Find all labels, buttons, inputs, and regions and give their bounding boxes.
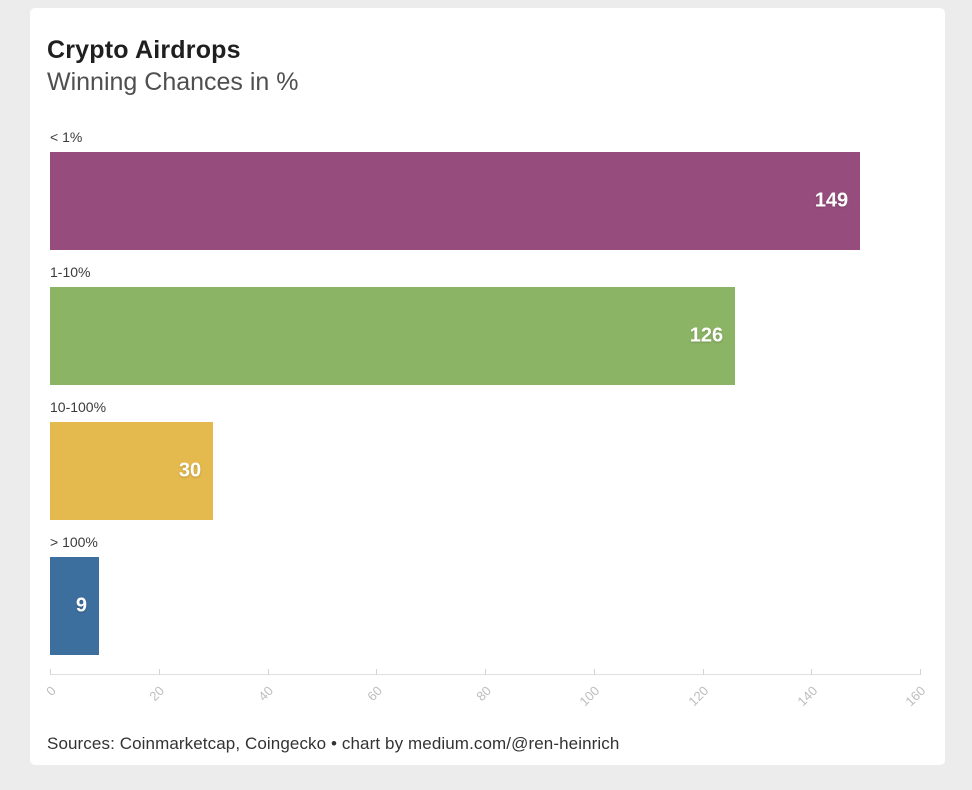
axis-tick-mark bbox=[158, 669, 160, 675]
axis-tick-label: 0 bbox=[42, 683, 59, 699]
axis-tick-mark bbox=[702, 669, 704, 675]
bar: 149 bbox=[50, 152, 861, 250]
chart-subtitle: Winning Chances in % bbox=[47, 68, 299, 96]
axis-tick-label: 60 bbox=[364, 683, 385, 704]
chart-header: Crypto Airdrops Winning Chances in % bbox=[30, 8, 945, 99]
axis-tick-label: 100 bbox=[576, 683, 603, 709]
bar: 9 bbox=[50, 557, 99, 655]
category-label: < 1% bbox=[50, 129, 83, 145]
value-label: 9 bbox=[75, 594, 87, 617]
axis-tick-label: 20 bbox=[146, 683, 168, 704]
bar-row: 10-100% 30 bbox=[50, 398, 920, 520]
chart-card: Crypto Airdrops Winning Chances in % < 1… bbox=[30, 8, 945, 765]
bar-row: < 1% 149 bbox=[50, 128, 920, 250]
axis-tick-mark bbox=[50, 669, 51, 675]
value-label: 30 bbox=[178, 459, 202, 482]
axis-tick-mark bbox=[811, 669, 813, 675]
axis-tick-mark bbox=[920, 669, 921, 675]
bar-row: 1-10% 126 bbox=[50, 263, 920, 385]
axis-tick-label: 40 bbox=[255, 683, 277, 704]
value-label: 126 bbox=[689, 324, 724, 347]
axis-tick-label: 140 bbox=[793, 683, 820, 709]
axis-tick-mark bbox=[376, 669, 378, 675]
value-label: 149 bbox=[814, 189, 849, 212]
category-label: 1-10% bbox=[50, 264, 91, 280]
bar: 126 bbox=[50, 287, 736, 385]
axis-tick-mark bbox=[593, 669, 595, 675]
axis-tick-mark bbox=[267, 669, 269, 675]
axis-tick-label: 160 bbox=[902, 683, 929, 709]
bar: 30 bbox=[50, 422, 214, 520]
bar-chart: < 1% 149 1-10% 126 10-100% 30 > 100% 9 bbox=[50, 128, 920, 655]
bar-row: > 100% 9 bbox=[50, 533, 920, 655]
category-label: > 100% bbox=[50, 534, 98, 550]
source-note: Sources: Coinmarketcap, Coingecko • char… bbox=[47, 734, 620, 753]
axis-tick-label: 120 bbox=[685, 683, 712, 709]
axis-tick-label: 80 bbox=[472, 683, 494, 704]
axis-tick-mark bbox=[485, 669, 486, 675]
category-label: 10-100% bbox=[50, 399, 107, 415]
chart-title: Crypto Airdrops bbox=[47, 36, 241, 64]
x-axis: 0 20 40 60 80 100 120 140 160 bbox=[43, 669, 929, 722]
